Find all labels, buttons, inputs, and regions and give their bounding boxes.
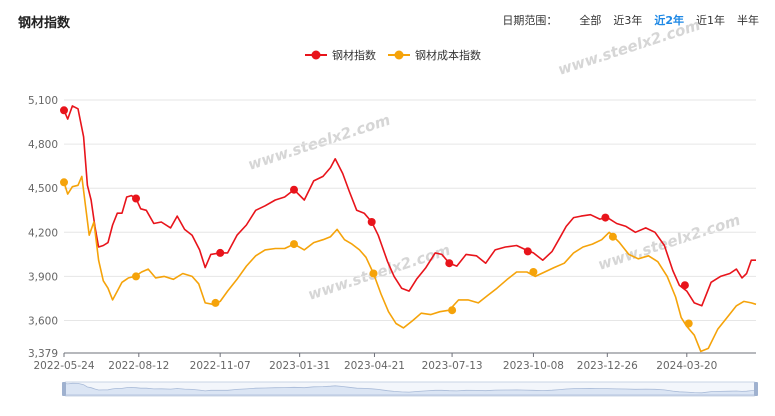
x-tick-label: 2023-10-08 <box>503 360 564 372</box>
steel-index-point <box>523 247 532 256</box>
range-option-all[interactable]: 全部 <box>579 14 602 27</box>
zoom-handle-left[interactable] <box>62 382 66 396</box>
x-tick-label: 2023-12-26 <box>577 360 638 372</box>
series-markers <box>60 106 693 328</box>
x-tick-label: 2022-05-24 <box>33 360 94 372</box>
legend: 钢材指数 钢材成本指数 <box>305 48 481 62</box>
x-tick-label: 2023-04-21 <box>344 360 405 372</box>
steel-index-point <box>132 194 140 203</box>
cost-index-point <box>132 272 140 281</box>
y-tick-label: 3,900 <box>28 271 58 283</box>
y-tick-label: 4,200 <box>28 227 58 239</box>
x-tick-label: 2022-08-12 <box>108 360 169 372</box>
y-tick-label: 3,600 <box>28 316 58 328</box>
cost-index-point <box>608 232 617 241</box>
cost-index-point <box>60 178 68 187</box>
watermark-text: www.steelx2.com <box>246 111 393 174</box>
steel-index-point <box>445 259 454 268</box>
y-axis-ticks: 3,379 3,600 3,900 4,200 4,500 4,800 5,100 <box>28 95 58 360</box>
x-tick-label: 2023-07-13 <box>422 360 483 372</box>
y-tick-label: 3,379 <box>28 348 58 360</box>
watermark-text: www.steelx2.com <box>556 16 703 79</box>
page-title: 钢材指数 <box>18 16 71 31</box>
steel-index-point <box>216 248 225 257</box>
cost-index-point <box>369 269 378 278</box>
legend-item-steel-index[interactable]: 钢材指数 <box>305 48 376 62</box>
cost-index-point <box>211 298 220 307</box>
date-range-label: 日期范围： <box>502 14 558 27</box>
x-tick-label: 2023-01-31 <box>269 360 330 372</box>
y-tick-label: 5,100 <box>28 95 58 107</box>
x-tick-label: 2024-03-20 <box>656 360 717 372</box>
range-option-1y[interactable]: 近1年 <box>696 14 725 27</box>
zoom-handle-right[interactable] <box>754 382 758 396</box>
cost-index-point <box>448 306 457 315</box>
date-range-selector: 日期范围： 全部 近3年 近2年 近1年 半年 <box>502 12 759 28</box>
range-option-half-year[interactable]: 半年 <box>737 14 759 27</box>
steel-index-point <box>60 106 68 115</box>
watermark-layer: www.steelx2.com www.steelx2.com www.steelx… <box>246 16 743 304</box>
steel-index-point <box>680 281 689 290</box>
watermark-text: www.steelx2.com <box>306 241 453 304</box>
cost-index-point <box>529 268 538 276</box>
zoom-preview-line <box>63 382 757 396</box>
legend-label-steel-index: 钢材指数 <box>332 48 376 62</box>
range-option-2y[interactable]: 近2年 <box>654 14 684 27</box>
series-lines <box>63 105 757 353</box>
steel-index-point <box>290 185 298 194</box>
watermark-text: www.steelx2.com <box>596 211 743 274</box>
legend-item-cost-index[interactable]: 钢材成本指数 <box>388 48 481 62</box>
cost-index-point <box>684 319 693 328</box>
steel-index-point <box>367 218 376 226</box>
x-axis: 2022-05-24 2022-08-12 2022-11-07 2023-01-31… <box>33 352 756 372</box>
cost-index-point <box>290 240 298 249</box>
legend-label-cost-index: 钢材成本指数 <box>415 48 481 62</box>
x-tick-label: 2022-11-07 <box>190 360 251 372</box>
data-zoom-slider[interactable] <box>62 381 758 397</box>
range-option-3y[interactable]: 近3年 <box>613 14 643 27</box>
steel-index-line <box>63 105 756 307</box>
steel-index-point <box>601 213 610 222</box>
y-tick-label: 4,800 <box>28 139 58 151</box>
y-tick-label: 4,500 <box>28 183 58 195</box>
